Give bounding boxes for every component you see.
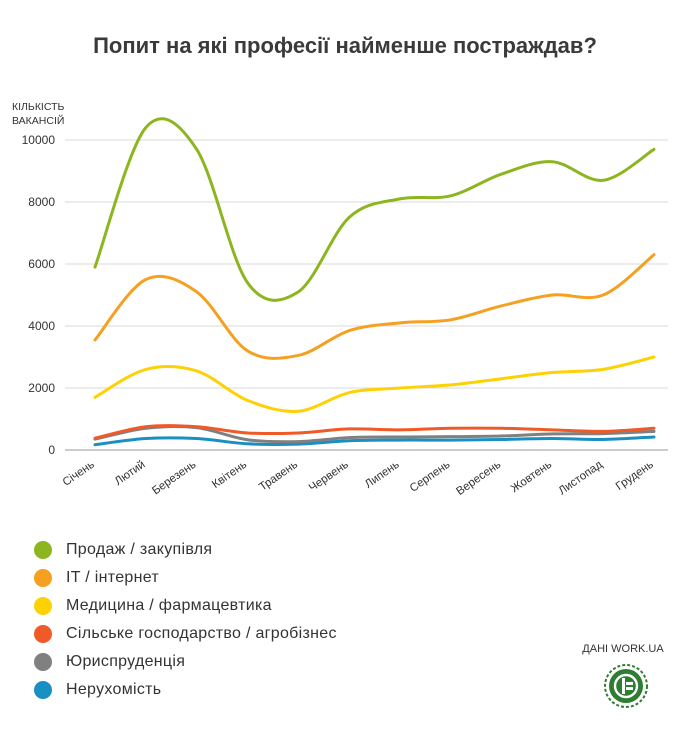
x-tick-label: Жовтень <box>509 459 554 496</box>
legend-label: IT / інтернет <box>66 569 160 586</box>
x-tick-label: Грудень <box>614 459 656 493</box>
legend-swatch <box>34 653 52 671</box>
legend-label: Юриспруденція <box>66 653 186 670</box>
legend-label: Сільське господарство / агробізнес <box>66 625 337 642</box>
legend-swatch <box>34 597 52 615</box>
legend-item: Юриспруденція <box>34 648 337 676</box>
series-line <box>93 117 656 302</box>
series-line <box>93 355 656 413</box>
series-line <box>93 253 656 360</box>
x-tick-label: Січень <box>61 459 97 489</box>
x-tick-label: Квітень <box>210 459 249 491</box>
legend-item: Медицина / фармацевтика <box>34 592 337 620</box>
legend-item: IT / інтернет <box>34 564 337 592</box>
x-tick-label: Серпень <box>408 459 453 495</box>
x-tick-label: Липень <box>363 459 402 491</box>
legend-swatch <box>34 681 52 699</box>
y-tick-label: 4000 <box>28 319 55 333</box>
line-chart: 0 2000 4000 6000 8000 10000 Січень Лютий Березе… <box>22 117 668 498</box>
legend-swatch <box>34 625 52 643</box>
y-tick-label: 8000 <box>28 195 55 209</box>
x-tick-label: Травень <box>257 459 300 494</box>
series-line <box>93 435 656 447</box>
x-tick-label: Лютий <box>113 459 148 488</box>
y-tick-label: 2000 <box>28 381 55 395</box>
legend-item: Продаж / закупівля <box>34 536 337 564</box>
legend-swatch <box>34 541 52 559</box>
x-tick-label: Вересень <box>454 459 503 498</box>
legend-label: Нерухомість <box>66 681 162 698</box>
workua-logo-icon <box>604 664 648 708</box>
source-note: ДАНІ WORK.UA <box>582 643 664 655</box>
y-tick-label: 6000 <box>28 257 55 271</box>
legend: Продаж / закупівля IT / інтернет Медицина … <box>34 536 337 704</box>
legend-swatch <box>34 569 52 587</box>
x-tick-label: Березень <box>150 459 198 498</box>
legend-item: Сільське господарство / агробізнес <box>34 620 337 648</box>
y-tick-label: 10000 <box>22 133 56 147</box>
x-tick-label: Червень <box>307 459 351 495</box>
y-tick-label: 0 <box>48 443 55 457</box>
legend-label: Медицина / фармацевтика <box>66 597 272 614</box>
series-line <box>93 424 656 440</box>
legend-label: Продаж / закупівля <box>66 541 213 558</box>
legend-item: Нерухомість <box>34 676 337 704</box>
x-tick-label: Листопад <box>557 458 606 497</box>
chart-title: Попит на які професії найменше постражда… <box>93 33 597 58</box>
y-axis-label: КІЛЬКІСТЬ ВАКАНСІЙ <box>12 101 65 127</box>
